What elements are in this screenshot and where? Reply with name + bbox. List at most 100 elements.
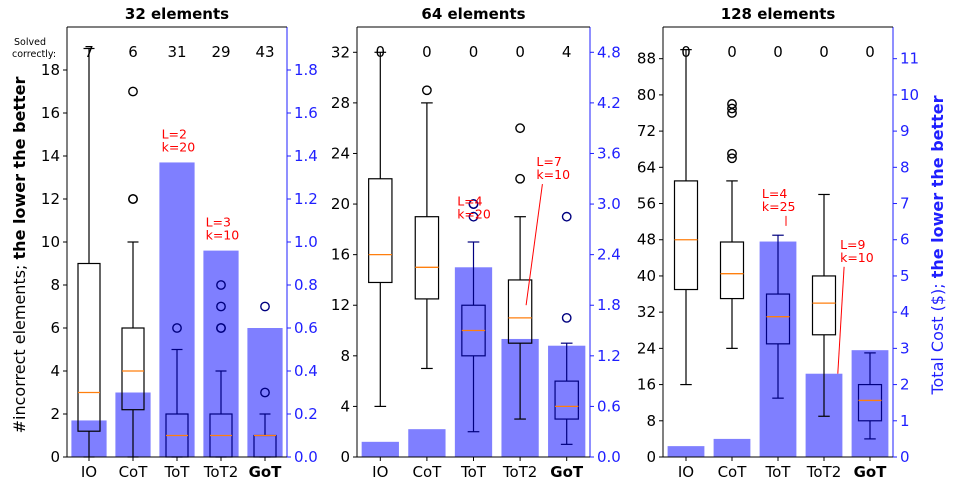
- annotation-ToT2-0: L=7: [536, 154, 561, 169]
- left-axis-label-bold: the lower the better: [10, 77, 29, 260]
- annotation-ToT-0: L=4: [762, 186, 787, 201]
- y2tick-label-10: 10: [900, 86, 919, 104]
- y2tick-label-9: 9: [900, 122, 910, 140]
- box-CoT: [414, 216, 440, 300]
- right-axis-label-plain: Total Cost ($);: [928, 278, 947, 395]
- box-ToT: [765, 293, 791, 345]
- flier-ToT2-3: [216, 280, 226, 290]
- ytick-label-28: 28: [331, 94, 350, 112]
- ytick-label-40: 40: [637, 267, 656, 285]
- ytick-label-8: 8: [50, 276, 60, 294]
- flier-ToT-0: [468, 211, 479, 222]
- box-GoT: [554, 380, 579, 420]
- ytick-label-80: 80: [637, 86, 656, 104]
- xtick-label-GoT: GoT: [249, 463, 283, 481]
- y2tick-label-1.8: 1.8: [294, 61, 318, 79]
- ytick-label-8: 8: [340, 347, 350, 365]
- left-axis-label-plain: #incorrect elements;: [10, 259, 29, 433]
- y2tick-label-3: 3: [900, 339, 910, 357]
- box-IO: [77, 262, 101, 432]
- cost-bar-CoT: [713, 438, 751, 457]
- ytick-label-2: 2: [50, 405, 60, 423]
- annotation-ToT2-1: k=10: [536, 167, 570, 182]
- ytick-label-56: 56: [637, 195, 656, 213]
- y2tick-label-3.6: 3.6: [597, 144, 621, 162]
- flier-CoT-1: [128, 194, 138, 204]
- right-axis-label: Total Cost ($); the lower the better: [928, 95, 947, 395]
- flier-GoT-0: [561, 312, 572, 323]
- annotation-leader-ToT2: [525, 184, 543, 306]
- ytick-label-0: 0: [646, 448, 656, 466]
- y2tick-label-0.8: 0.8: [294, 276, 318, 294]
- xtick-label-ToT2: ToT2: [203, 463, 239, 481]
- y2tick-label-0.2: 0.2: [294, 405, 318, 423]
- solved-count-ToT2: 29: [211, 43, 230, 61]
- flier-ToT2-1: [216, 323, 226, 333]
- ytick-label-16: 16: [637, 376, 656, 394]
- chart-panels: 0246810121416180.00.20.40.60.81.01.21.41…: [41, 5, 919, 481]
- panel-title: 64 elements: [421, 5, 525, 23]
- ytick-label-4: 4: [50, 362, 60, 380]
- flier-CoT-3: [727, 103, 737, 114]
- y2tick-label-7: 7: [900, 195, 910, 213]
- y2tick-label-5: 5: [900, 267, 910, 285]
- solved-count-GoT: 43: [255, 43, 274, 61]
- ytick-label-32: 32: [637, 303, 656, 321]
- flier-ToT-0: [172, 323, 182, 333]
- annotation-ToT-1: k=25: [762, 199, 796, 214]
- ytick-label-18: 18: [41, 61, 60, 79]
- ytick-label-12: 12: [331, 296, 350, 314]
- box-ToT2: [811, 275, 837, 336]
- ytick-label-64: 64: [637, 158, 656, 176]
- cost-bar-ToT2: [203, 250, 239, 457]
- solved-count-CoT: 0: [422, 43, 432, 61]
- y2tick-label-3: 3.0: [597, 195, 621, 213]
- solved-count-CoT: 6: [128, 43, 138, 61]
- ytick-label-20: 20: [331, 195, 350, 213]
- flier-CoT-2: [128, 86, 138, 97]
- xtick-label-ToT: ToT: [765, 463, 792, 481]
- y2tick-label-4: 4: [900, 303, 910, 321]
- y2tick-label-6: 6: [900, 231, 910, 249]
- ytick-label-8: 8: [646, 412, 656, 430]
- panel-title: 32 elements: [125, 5, 229, 23]
- ytick-label-10: 10: [41, 233, 60, 251]
- solved-count-ToT2: 0: [819, 43, 829, 61]
- ytick-label-32: 32: [331, 43, 350, 61]
- flier-GoT-0: [260, 387, 270, 398]
- y2tick-label-1.4: 1.4: [294, 147, 318, 165]
- flier-CoT-4: [727, 99, 737, 109]
- y2tick-label-1: 1.0: [294, 233, 318, 251]
- box-CoT: [719, 241, 745, 300]
- ytick-label-14: 14: [41, 147, 60, 165]
- y2tick-label-1: 1: [900, 412, 910, 430]
- flier-ToT2-0: [515, 173, 525, 184]
- solved-count-GoT: 0: [865, 43, 875, 61]
- flier-ToT2-1: [515, 123, 525, 134]
- flier-CoT-1: [727, 148, 737, 159]
- flier-CoT-0: [421, 85, 432, 96]
- left-axis-label: #incorrect elements; the lower the bette…: [10, 77, 29, 434]
- ytick-label-0: 0: [50, 448, 60, 466]
- ytick-label-24: 24: [331, 144, 350, 162]
- xtick-label-ToT2: ToT2: [806, 463, 842, 481]
- ytick-label-0: 0: [340, 448, 350, 466]
- xtick-label-ToT: ToT: [164, 463, 191, 481]
- y2tick-label-1.6: 1.6: [294, 104, 318, 122]
- y2tick-label-0: 0: [900, 448, 910, 466]
- annotation-ToT-0: L=4: [457, 193, 482, 208]
- solved-count-ToT: 31: [167, 43, 186, 61]
- y2tick-label-11: 11: [900, 50, 919, 68]
- ytick-label-16: 16: [331, 246, 350, 264]
- box-GoT: [857, 383, 883, 422]
- ytick-label-12: 12: [41, 190, 60, 208]
- ytick-label-24: 24: [637, 339, 656, 357]
- y2tick-label-0.6: 0.6: [294, 319, 318, 337]
- cost-bar-CoT: [408, 429, 446, 457]
- y2tick-label-0.6: 0.6: [597, 397, 621, 415]
- y2tick-label-1.8: 1.8: [597, 296, 621, 314]
- xtick-label-ToT: ToT: [460, 463, 487, 481]
- solved-count-GoT: 4: [562, 43, 572, 61]
